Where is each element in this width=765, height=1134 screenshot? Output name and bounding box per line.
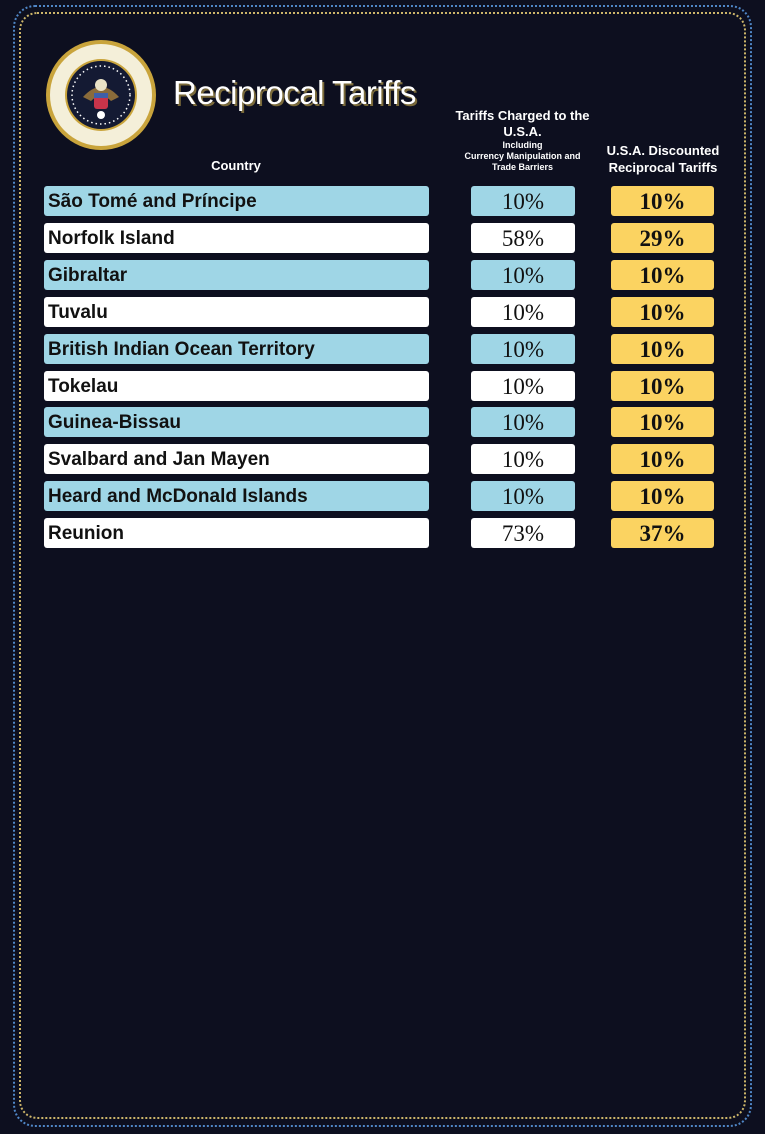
discounted-tariff-cell: 37% [611,518,714,549]
tariff-charged-cell: 73% [471,518,575,549]
header-country: Country [211,158,261,173]
table-row: Tuvalu 10% 10% [0,296,765,327]
table-row: Tokelau 10% 10% [0,370,765,401]
discounted-tariff-cell: 10% [611,370,714,401]
presidential-seal-icon [46,40,156,150]
outer-blue-border [13,5,752,1127]
discounted-tariff-cell: 10% [611,333,714,364]
tariff-charged-cell: 10% [471,296,575,327]
tariff-charged-cell: 10% [471,370,575,401]
discounted-tariff-cell: 29% [611,222,714,253]
table-row: Heard and McDonald Islands 10% 10% [0,481,765,512]
tariff-charged-cell: 10% [471,481,575,512]
discounted-tariff-cell: 10% [611,296,714,327]
discounted-tariff-cell: 10% [611,481,714,512]
country-cell: Svalbard and Jan Mayen [44,444,429,475]
tariff-charged-cell: 10% [471,444,575,475]
country-cell: Tokelau [44,370,429,401]
country-cell: Norfolk Island [44,222,429,253]
table-row: British Indian Ocean Territory 10% 10% [0,333,765,364]
country-cell: Guinea-Bissau [44,407,429,438]
table-row: Guinea-Bissau 10% 10% [0,407,765,438]
discounted-tariff-cell: 10% [611,444,714,475]
header-tariffs-charged: Tariffs Charged to the U.S.A. Including … [455,108,590,173]
table-row: Gibraltar 10% 10% [0,259,765,290]
discounted-tariff-cell: 10% [611,407,714,438]
tariff-charged-cell: 10% [471,407,575,438]
tariff-charged-cell: 10% [471,333,575,364]
tariff-charged-cell: 58% [471,222,575,253]
discounted-tariff-cell: 10% [611,259,714,290]
country-cell: British Indian Ocean Territory [44,333,429,364]
table-row: São Tomé and Príncipe 10% 10% [0,186,765,216]
page-title: Reciprocal Tariffs [173,74,416,111]
header-charged-sub2: Currency Manipulation and Trade Barriers [464,151,581,172]
country-cell: São Tomé and Príncipe [44,186,429,216]
tariff-charged-cell: 10% [471,259,575,290]
country-cell: Gibraltar [44,259,429,290]
country-cell: Heard and McDonald Islands [44,481,429,512]
header-charged-sub1: Including [502,140,543,150]
table-row: Reunion 73% 37% [0,518,765,549]
table-row: Svalbard and Jan Mayen 10% 10% [0,444,765,475]
header-charged-main: Tariffs Charged to the U.S.A. [455,108,590,139]
tariff-charged-cell: 10% [471,186,575,216]
inner-gold-border [19,12,746,1119]
country-cell: Tuvalu [44,296,429,327]
country-cell: Reunion [44,518,429,549]
header-discounted: U.S.A. Discounted Reciprocal Tariffs [606,143,720,175]
table-row: Norfolk Island 58% 29% [0,222,765,253]
discounted-tariff-cell: 10% [611,186,714,216]
